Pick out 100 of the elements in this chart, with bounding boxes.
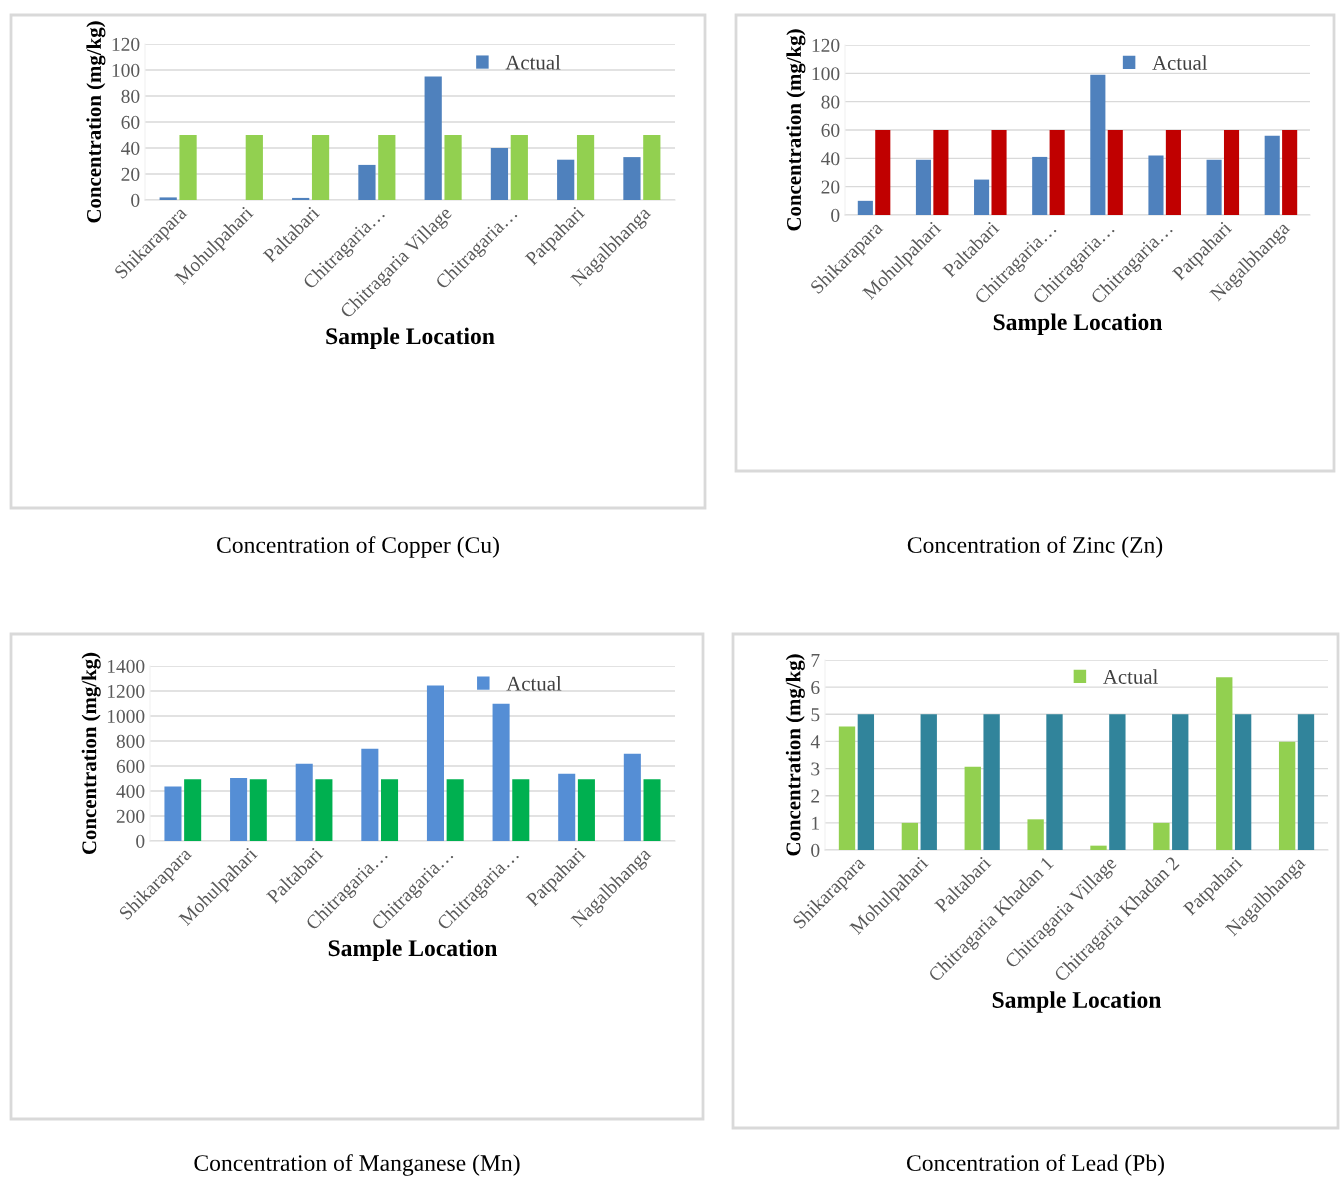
bar	[623, 157, 641, 200]
y-tick-label: 400	[116, 784, 145, 798]
y-axis-title: Concentration (mg/kg)	[86, 21, 106, 223]
y-axis-title: Concentration (mg/kg)	[785, 654, 805, 856]
bar	[857, 200, 873, 215]
bar	[983, 714, 1000, 850]
y-tick-label: 120	[112, 37, 140, 51]
bar	[875, 130, 891, 215]
bar	[1090, 845, 1107, 850]
bar	[1153, 822, 1170, 850]
bar	[557, 159, 575, 200]
bar	[444, 135, 462, 200]
bar	[974, 179, 990, 215]
bar	[576, 135, 595, 200]
bar	[164, 786, 182, 841]
bar	[991, 130, 1007, 215]
text: Concentration of Copper (Cu)	[217, 536, 499, 558]
y-tick-label: 0	[131, 193, 140, 207]
bar	[358, 164, 376, 200]
y-tick-label: 6	[811, 681, 820, 695]
y-tick-label: 0	[136, 834, 145, 848]
bar	[577, 779, 595, 841]
y-tick-label: 2	[811, 789, 820, 803]
y-tick-label: 20	[121, 167, 140, 181]
bar	[1278, 741, 1296, 850]
y-tick-label: 600	[116, 759, 145, 773]
x-axis-title: Sample Location	[328, 939, 498, 961]
bar	[230, 777, 248, 841]
bar	[295, 763, 313, 841]
y-tick-label: 7	[811, 654, 820, 667]
y-tick-label: 0	[831, 208, 840, 222]
bar	[1109, 714, 1126, 850]
bar	[1148, 155, 1164, 215]
bar	[315, 779, 333, 841]
bar	[446, 779, 464, 841]
y-tick-label: 20	[821, 180, 840, 194]
bar	[159, 197, 177, 200]
x-axis-title: Sample Location	[326, 327, 495, 350]
x-axis-title: Sample Location	[992, 991, 1162, 1013]
text: Concentration of Manganese (Mn)	[194, 1154, 520, 1176]
y-tick-label: 3	[811, 762, 820, 776]
bar	[920, 714, 937, 850]
bar	[245, 135, 263, 200]
y-tick-label: 60	[821, 123, 840, 137]
bar	[292, 197, 310, 200]
y-axis-title: Concentration (mg/kg)	[786, 29, 806, 231]
text: Concentration of Zinc (Zn)	[907, 536, 1163, 558]
y-tick-label: 120	[812, 38, 840, 52]
bar	[1206, 159, 1222, 215]
legend-label: Actual	[1152, 55, 1208, 70]
x-axis-title: Sample Location	[993, 313, 1163, 335]
bar	[490, 148, 509, 200]
bar	[643, 135, 661, 200]
y-tick-label: 60	[121, 115, 140, 129]
bar	[964, 766, 981, 850]
bar	[1172, 714, 1189, 850]
bar	[1216, 677, 1233, 850]
y-tick-label: 40	[121, 141, 140, 155]
bar	[184, 779, 202, 841]
bar	[1264, 135, 1280, 215]
bar	[1049, 130, 1065, 215]
bar	[643, 779, 661, 841]
bar	[179, 135, 197, 200]
y-tick-label: 100	[112, 63, 140, 77]
y-axis-title: Concentration (mg/kg)	[81, 652, 101, 855]
text: Concentration of Lead (Pb)	[906, 1154, 1164, 1176]
bar	[915, 159, 932, 215]
bar	[492, 703, 510, 841]
bar	[1297, 714, 1315, 850]
bar	[378, 135, 396, 200]
bar	[1234, 714, 1252, 850]
bar	[1107, 130, 1123, 215]
bar	[381, 779, 399, 841]
y-tick-label: 40	[821, 152, 840, 166]
bar	[1027, 819, 1044, 850]
bar	[1046, 714, 1063, 850]
bar	[901, 822, 919, 850]
legend-label: Actual	[1103, 669, 1158, 684]
bar	[512, 779, 530, 841]
bar	[1282, 130, 1298, 215]
bar	[249, 779, 267, 841]
bar	[311, 135, 330, 200]
bar	[838, 726, 856, 850]
bar	[1165, 130, 1181, 215]
legend-label: Actual	[506, 676, 562, 691]
bar	[1090, 74, 1106, 215]
y-tick-label: 200	[116, 809, 145, 823]
bar	[510, 135, 528, 200]
y-tick-label: 1	[812, 816, 819, 830]
bar	[558, 773, 576, 841]
y-tick-label: 80	[121, 89, 140, 103]
bar	[623, 753, 641, 841]
y-tick-label: 800	[116, 734, 145, 748]
bar	[361, 748, 379, 841]
bar	[933, 130, 949, 215]
y-tick-label: 80	[821, 95, 840, 109]
bar	[424, 76, 442, 200]
y-tick-label: 1000	[107, 709, 145, 723]
y-tick-label: 1200	[107, 684, 145, 698]
bar	[857, 714, 875, 850]
